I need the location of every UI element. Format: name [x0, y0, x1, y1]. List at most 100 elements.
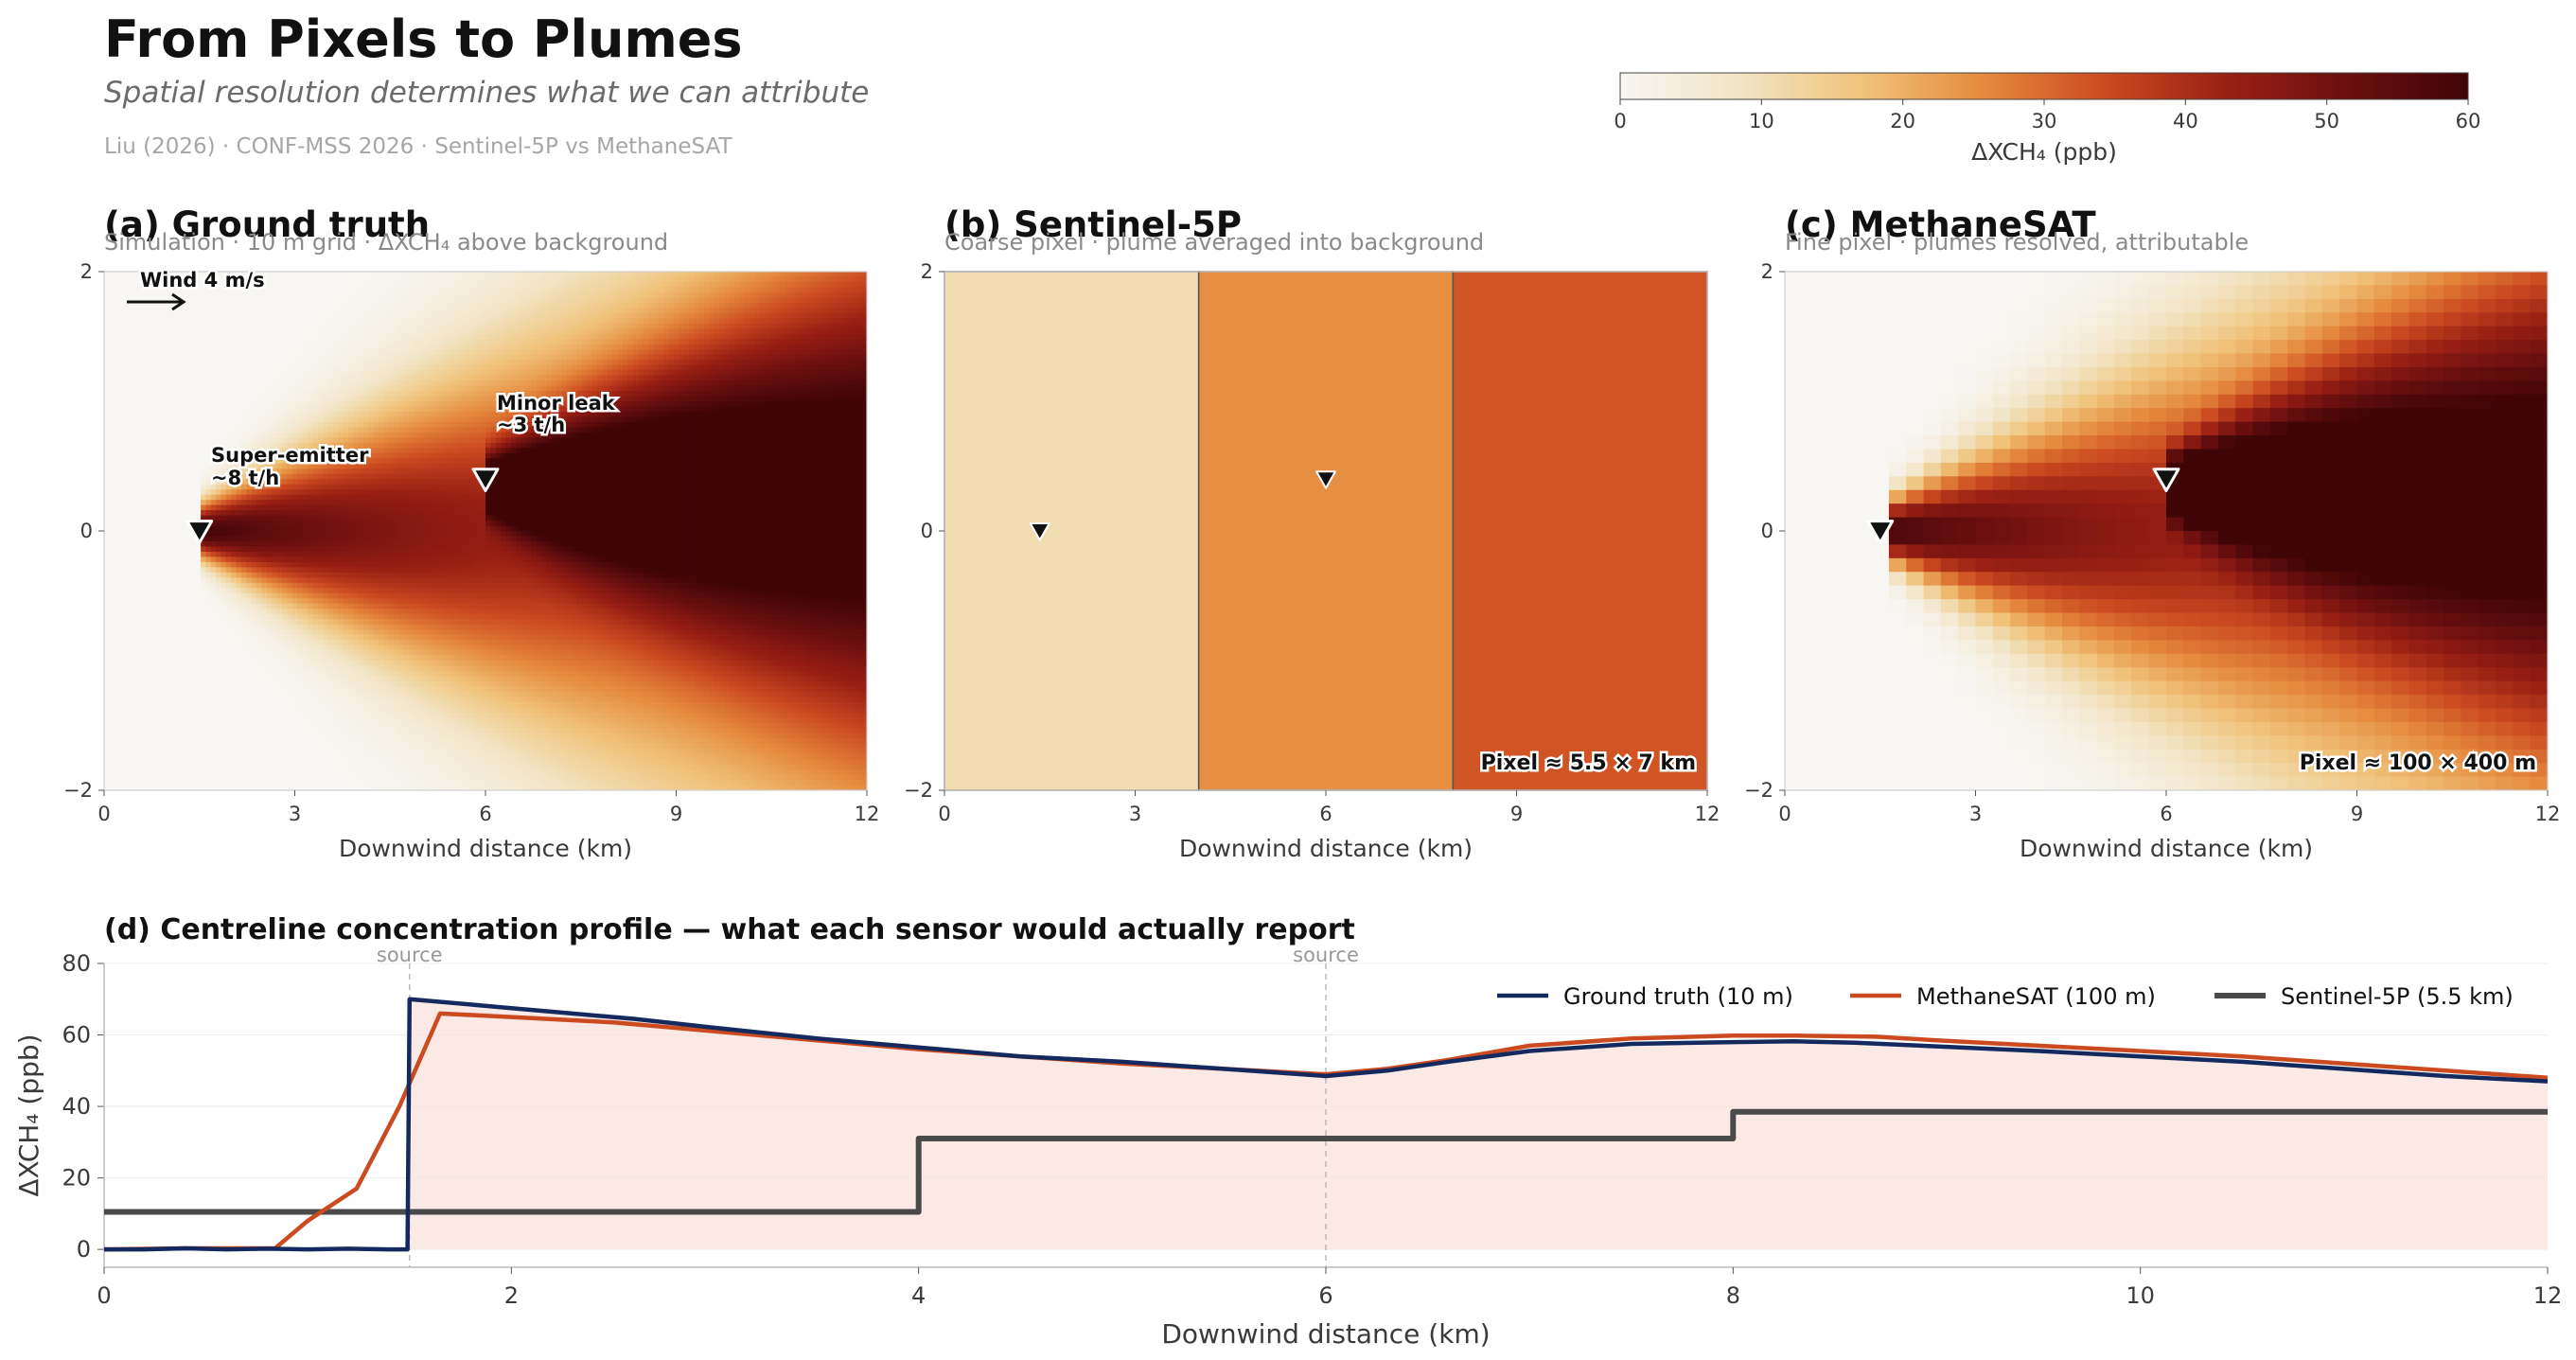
heatmap-cell — [205, 328, 212, 335]
heatmap-cell — [104, 276, 110, 283]
heatmap-cell — [276, 655, 283, 662]
heatmap-cell — [225, 743, 232, 750]
heatmap-cell — [343, 764, 349, 770]
heatmap-cell — [190, 540, 197, 548]
heatmap-cell — [165, 287, 171, 293]
heatmap-cell — [124, 521, 131, 527]
heatmap-cell — [165, 510, 171, 517]
heatmap-cell — [246, 753, 253, 760]
heatmap-cell — [272, 785, 278, 790]
heatmap-cell — [139, 349, 146, 356]
heatmap-cell — [190, 634, 197, 641]
heatmap-cell — [201, 349, 207, 356]
heatmap-cell — [236, 640, 242, 646]
heatmap-cell — [307, 546, 313, 553]
heatmap-cell — [210, 540, 217, 548]
heatmap-cell — [327, 448, 334, 454]
heatmap-cell — [312, 380, 319, 387]
heatmap-cell — [169, 515, 176, 521]
heatmap-cell — [302, 448, 309, 454]
heatmap-cell — [343, 738, 349, 745]
heatmap-cell — [134, 473, 141, 480]
heatmap-cell — [323, 401, 329, 408]
heatmap-cell — [251, 691, 257, 698]
heatmap-cell — [205, 308, 212, 314]
heatmap-cell — [327, 401, 334, 408]
heatmap-cell — [165, 427, 171, 433]
heatmap-cell — [236, 598, 242, 605]
heatmap-cell — [282, 701, 289, 708]
heatmap-cell — [190, 536, 197, 542]
heatmap-cell — [205, 297, 212, 304]
heatmap-cell — [175, 738, 182, 745]
heatmap-cell — [205, 650, 212, 657]
heatmap-cell — [114, 364, 120, 371]
heatmap-cell — [272, 427, 278, 433]
heatmap-cell — [323, 442, 329, 449]
heatmap-cell — [114, 577, 120, 584]
heatmap-cell — [104, 645, 110, 651]
heatmap-cell — [307, 629, 313, 636]
heatmap-cell — [129, 500, 135, 506]
heatmap-cell — [175, 728, 182, 734]
heatmap-cell — [287, 380, 293, 387]
heatmap-cell — [165, 531, 171, 538]
heatmap-cell — [201, 707, 207, 714]
heatmap-cell — [169, 634, 176, 641]
heatmap-cell — [185, 603, 191, 609]
heatmap-cell — [144, 701, 150, 708]
heatmap-cell — [323, 701, 329, 708]
heatmap-cell — [169, 701, 176, 708]
heatmap-cell — [225, 722, 232, 729]
heatmap-cell — [332, 733, 339, 739]
heatmap-cell — [216, 396, 222, 402]
heatmap-cell — [347, 588, 354, 594]
heatmap-cell — [160, 645, 167, 651]
heatmap-cell — [256, 318, 263, 325]
heatmap-cell — [150, 650, 156, 657]
heatmap-cell — [312, 556, 319, 563]
heatmap-cell — [297, 624, 304, 630]
heatmap-cell — [124, 645, 131, 651]
heatmap-cell — [129, 707, 135, 714]
heatmap-cell — [353, 489, 360, 496]
heatmap-cell — [323, 728, 329, 734]
heatmap-cell — [134, 531, 141, 538]
heatmap-cell — [124, 354, 131, 361]
heatmap-cell — [236, 421, 242, 428]
heatmap-cell — [119, 572, 126, 578]
heatmap-cell — [246, 484, 253, 490]
heatmap-cell — [343, 339, 349, 345]
heatmap-cell — [353, 531, 360, 538]
heatmap-cell — [216, 645, 222, 651]
heatmap-cell — [104, 463, 110, 469]
heatmap-cell — [353, 308, 360, 314]
heatmap-cell — [353, 479, 360, 486]
heatmap-cell — [154, 561, 161, 568]
heatmap-cell — [144, 406, 150, 413]
heatmap-cell — [332, 312, 339, 319]
heatmap-cell — [282, 712, 289, 718]
heatmap-cell — [129, 655, 135, 662]
heatmap-cell — [266, 624, 273, 630]
heatmap-cell — [317, 437, 324, 444]
heatmap-cell — [201, 691, 207, 698]
heatmap-cell — [109, 468, 115, 475]
heatmap-cell — [169, 712, 176, 718]
heatmap-cell — [221, 479, 227, 486]
heatmap-cell — [180, 344, 186, 350]
heatmap-cell — [139, 561, 146, 568]
heatmap-cell — [353, 354, 360, 361]
heatmap-cell — [282, 463, 289, 469]
heatmap-cell — [332, 598, 339, 605]
heatmap-cell — [129, 401, 135, 408]
heatmap-cell — [221, 722, 227, 729]
heatmap-cell — [190, 339, 197, 345]
heatmap-cell — [205, 769, 212, 776]
heatmap-cell — [154, 588, 161, 594]
heatmap-cell — [272, 609, 278, 615]
heatmap-cell — [327, 344, 334, 350]
heatmap-cell — [241, 665, 248, 672]
heatmap-cell — [221, 291, 227, 298]
heatmap-cell — [114, 609, 120, 615]
